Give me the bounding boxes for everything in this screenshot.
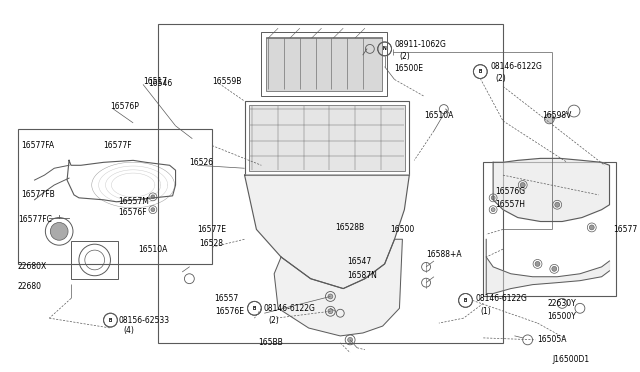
Text: (2): (2) (268, 315, 279, 325)
Text: 16500Y: 16500Y (547, 312, 576, 321)
Text: N: N (383, 46, 387, 51)
Bar (71, 241, 118, 279)
Text: 16577FB: 16577FB (22, 190, 56, 199)
Text: 22630Y: 22630Y (547, 299, 576, 308)
Circle shape (520, 183, 525, 187)
Bar (483, 162, 616, 296)
Polygon shape (486, 239, 609, 294)
Bar (18, 129, 212, 264)
Text: 16576E: 16576E (216, 307, 244, 316)
Text: B: B (253, 306, 256, 311)
Text: B: B (464, 298, 467, 303)
Text: 16576G: 16576G (495, 187, 525, 196)
Circle shape (555, 202, 560, 207)
Circle shape (151, 208, 155, 212)
Text: 16577FA: 16577FA (22, 141, 55, 150)
Text: 22680: 22680 (18, 282, 42, 291)
Text: 16557H: 16557H (495, 200, 525, 209)
Text: (4): (4) (124, 327, 134, 336)
Bar (266, 37, 381, 91)
Circle shape (51, 222, 68, 240)
Text: 16577F: 16577F (104, 141, 132, 150)
Text: 16576F: 16576F (118, 208, 147, 217)
Text: 08156-62533: 08156-62533 (118, 315, 170, 325)
Text: B: B (109, 318, 112, 323)
Text: 16587N: 16587N (347, 271, 377, 280)
Text: 16588+A: 16588+A (426, 250, 461, 259)
Circle shape (552, 266, 557, 271)
Text: 16557: 16557 (214, 294, 239, 303)
Text: 08146-6122G: 08146-6122G (476, 294, 527, 303)
Text: 16500E: 16500E (394, 64, 424, 73)
Text: 16500: 16500 (390, 225, 414, 234)
Circle shape (535, 262, 540, 266)
Circle shape (328, 294, 333, 299)
Bar (261, 32, 387, 96)
Text: 16577FC: 16577FC (18, 215, 52, 224)
Circle shape (491, 196, 495, 200)
Text: 16559B: 16559B (212, 77, 241, 86)
Text: 16510A: 16510A (424, 112, 454, 121)
Text: 16557M: 16557M (118, 197, 149, 206)
Text: B: B (464, 298, 467, 303)
Text: 22680X: 22680X (18, 262, 47, 271)
Circle shape (348, 337, 353, 342)
Text: 16576P: 16576P (111, 102, 140, 110)
Text: B: B (253, 306, 256, 311)
Text: J16500D1: J16500D1 (552, 355, 589, 364)
Text: 08146-6122G: 08146-6122G (263, 304, 316, 313)
Bar (244, 101, 410, 175)
Polygon shape (274, 239, 403, 336)
Text: 08911-1062G: 08911-1062G (394, 41, 446, 49)
Text: (2): (2) (495, 74, 506, 83)
Text: 16517: 16517 (143, 77, 167, 86)
Text: 16598V: 16598V (543, 112, 572, 121)
Circle shape (589, 225, 594, 230)
Text: N: N (383, 46, 387, 51)
Text: 16510A: 16510A (138, 245, 168, 254)
Text: 16546: 16546 (148, 79, 173, 88)
Circle shape (151, 195, 155, 199)
Text: B: B (109, 318, 112, 323)
Circle shape (491, 208, 495, 212)
Text: 16577E: 16577E (197, 225, 227, 234)
Bar (248, 105, 405, 171)
Text: (2): (2) (399, 52, 410, 61)
Circle shape (545, 114, 554, 124)
Text: 165BB: 165BB (259, 338, 283, 347)
Text: 16577: 16577 (614, 225, 637, 234)
Polygon shape (493, 158, 609, 221)
Text: 16505A: 16505A (538, 335, 567, 344)
Text: 16526: 16526 (189, 158, 214, 167)
Polygon shape (244, 175, 410, 289)
Text: 16547: 16547 (347, 257, 371, 266)
Text: B: B (479, 69, 482, 74)
Text: B: B (479, 69, 482, 74)
Circle shape (328, 309, 333, 314)
Text: (1): (1) (480, 307, 491, 316)
Text: 08146-6122G: 08146-6122G (490, 62, 542, 71)
Bar (158, 24, 503, 343)
Text: 16528: 16528 (199, 239, 223, 248)
Text: 16528B: 16528B (335, 223, 364, 232)
